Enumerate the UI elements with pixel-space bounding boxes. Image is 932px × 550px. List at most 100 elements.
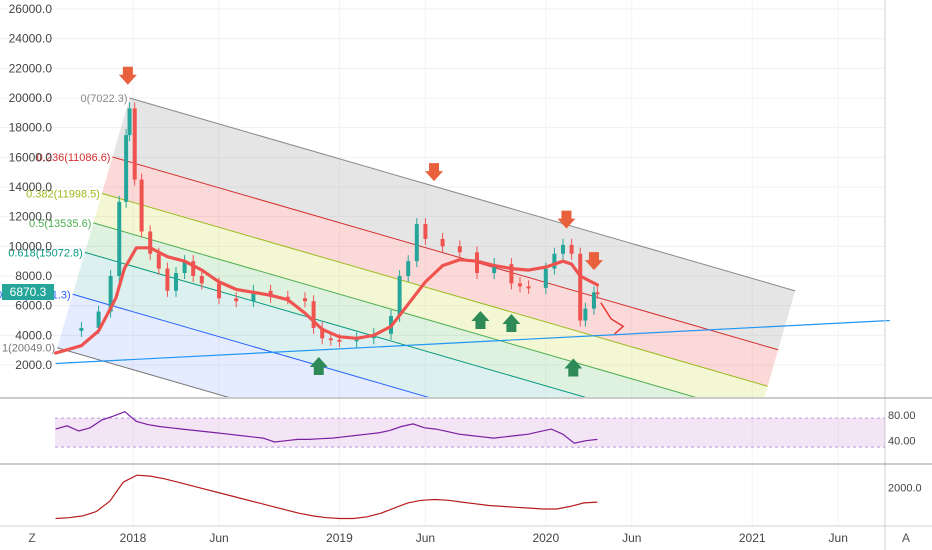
price-tick-label: 16000.0	[9, 150, 53, 164]
fib-level-label: 1(20049.0)	[2, 343, 55, 355]
current-price-label: 6870.3	[10, 285, 47, 299]
price-tick-label: 20000.0	[9, 91, 53, 105]
time-tick-label: 2021	[739, 531, 766, 545]
candle-body	[303, 298, 307, 302]
candle-body	[139, 179, 144, 232]
candle-body	[117, 201, 122, 276]
fib-level-line	[84, 251, 587, 397]
fib-level-label: 0.618(15072.8)	[8, 247, 83, 259]
price-tick-label: 8000.0	[15, 269, 52, 283]
candle-body	[337, 339, 342, 342]
price-axis: 26000.0 24000.0 22000.0 20000.0 18000.0 16000…	[9, 2, 53, 372]
fib-level-label: 0(7022.3)	[80, 93, 127, 105]
price-tick-label: 26000.0	[9, 2, 53, 16]
candle-body	[191, 261, 196, 276]
time-tick-label: 2019	[326, 531, 353, 545]
candle-body	[526, 286, 531, 289]
fib-channel: 0(7022.3) 0.236(11086.6) 0.382(11998.5) 0.5…	[0, 93, 796, 397]
fib-zone	[101, 156, 779, 387]
time-tick-label: Jun	[416, 531, 435, 545]
moving-average-layer	[54, 246, 599, 355]
candle-body	[174, 273, 178, 291]
markers-layer	[118, 66, 625, 377]
fib-zone	[57, 294, 428, 397]
auto-scale-toggle[interactable]: A	[902, 531, 910, 545]
candle-body	[328, 338, 333, 341]
down-arrow-marker	[584, 252, 603, 271]
fib-zone	[112, 98, 796, 350]
candle-body	[148, 231, 153, 254]
fib-level-line	[129, 97, 796, 292]
candle-body	[492, 264, 497, 274]
candle-body	[518, 283, 522, 287]
candle-body	[552, 253, 557, 269]
price-tick-label: 10000.0	[9, 239, 53, 253]
candle-body	[583, 308, 588, 321]
candle-body	[543, 268, 548, 288]
up-arrow-marker	[471, 311, 490, 330]
trendline-layer	[55, 319, 890, 365]
fib-zone	[84, 222, 695, 397]
candle-body	[569, 244, 574, 254]
rsi-band	[55, 418, 885, 448]
down-arrow-marker	[425, 163, 443, 182]
candle-body	[165, 268, 170, 291]
fib-zone	[72, 252, 585, 397]
price-tick-label: 18000.0	[9, 121, 53, 135]
up-arrow-marker	[309, 357, 328, 375]
candle-body	[311, 301, 316, 328]
candle-body	[251, 290, 256, 302]
volume-pane: 2000.0	[55, 474, 922, 520]
lower-tick-label: 2000.0	[888, 482, 922, 494]
up-arrow-marker	[564, 358, 583, 377]
candle-body	[397, 276, 402, 317]
fib-level-label: 0.382(11998.5)	[26, 188, 100, 200]
rsi-pane: 80.00 40.00	[55, 410, 916, 448]
fib-level-label: 0.5(13535.6)	[29, 218, 91, 230]
candle-body	[578, 253, 583, 321]
fib-level-line	[57, 347, 230, 397]
lower-indicator-line	[55, 474, 598, 520]
candle-body	[108, 276, 113, 312]
rsi-tick-label: 40.00	[888, 436, 916, 448]
candle-body	[156, 253, 161, 269]
candle-body	[414, 224, 419, 262]
rsi-tick-label: 80.00	[888, 410, 916, 422]
fib-level-line	[112, 156, 779, 351]
price-tick-label: 6000.0	[15, 299, 52, 313]
time-tick-label: Jun	[622, 531, 641, 545]
candle-body	[199, 276, 204, 284]
time-tick-label: 2020	[532, 531, 559, 545]
time-tick-label: 2018	[120, 531, 147, 545]
time-axis: 2018 Jun 2019 Jun 2020 Jun 2021 Jun	[120, 531, 848, 545]
candle-body	[440, 238, 445, 247]
projection-arrow	[600, 302, 625, 335]
moving-average-line	[54, 246, 599, 355]
candle-body	[595, 292, 600, 295]
fib-level-line	[72, 293, 430, 397]
candle-body	[320, 327, 325, 339]
rsi-line	[55, 411, 598, 444]
candle-body	[406, 261, 411, 276]
price-series-layer	[79, 102, 600, 348]
candle-body	[234, 298, 239, 302]
price-tick-label: 2000.0	[15, 358, 52, 372]
candle-body	[96, 311, 101, 328]
fib-level-line	[101, 192, 768, 387]
fib-level-label: 0.236(11086.6)	[37, 152, 111, 164]
candle-body	[217, 283, 221, 299]
candle-body	[591, 292, 596, 309]
current-price-tag: 6870.3	[2, 284, 54, 300]
price-tick-label: 4000.0	[15, 328, 52, 342]
candle-body	[124, 135, 129, 202]
blue-trendline	[55, 319, 890, 365]
candle-body	[509, 264, 514, 284]
fib-zone	[93, 193, 768, 397]
log-scale-toggle[interactable]: Z	[28, 531, 35, 545]
time-tick-label: Jun	[829, 531, 848, 545]
candle-body	[561, 244, 565, 254]
candle-body	[285, 296, 290, 299]
candle-body	[457, 246, 462, 253]
